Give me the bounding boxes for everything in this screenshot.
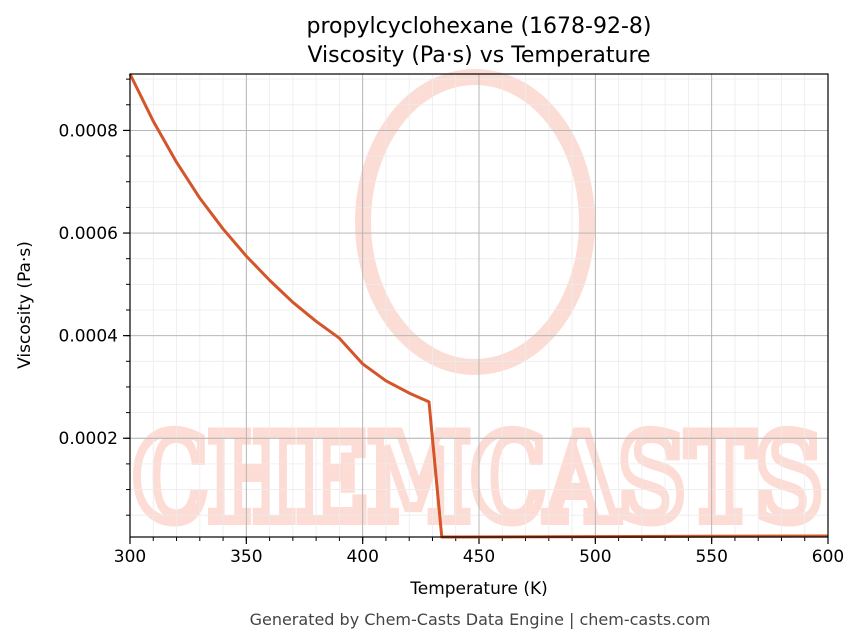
x-tick-label: 350 [230,547,262,567]
watermark: CHEMCASTS [128,69,828,554]
y-axis-label: Viscosity (Pa·s) [15,241,35,369]
x-tick-label: 550 [695,547,727,567]
y-tick-label: 0.0008 [59,121,118,141]
x-tick-label: 300 [114,547,146,567]
x-tick-label: 450 [463,547,495,567]
x-tick-label: 600 [812,547,844,567]
x-tick-label: 500 [579,547,611,567]
x-axis-label: Temperature (K) [409,579,548,599]
watermark-text: CHEMCASTS [133,408,823,549]
watermark-ring [355,69,595,375]
plot-frame [129,73,829,538]
y-tick-label: 0.0006 [59,224,118,244]
footer-credit: Generated by Chem-Casts Data Engine | ch… [250,610,711,629]
axis-ticks [123,78,829,544]
x-tick-label: 400 [346,547,378,567]
chart-title-line1: propylcyclohexane (1678-92-8) [307,14,652,39]
y-tick-label: 0.0002 [59,429,118,449]
tick-labels: 300 350 400 450 500 550 600 0.0002 0.0004 0.0006 0… [59,121,845,567]
y-tick-label: 0.0004 [59,327,118,347]
chart-title-line2: Viscosity (Pa·s) vs Temperature [307,43,650,68]
